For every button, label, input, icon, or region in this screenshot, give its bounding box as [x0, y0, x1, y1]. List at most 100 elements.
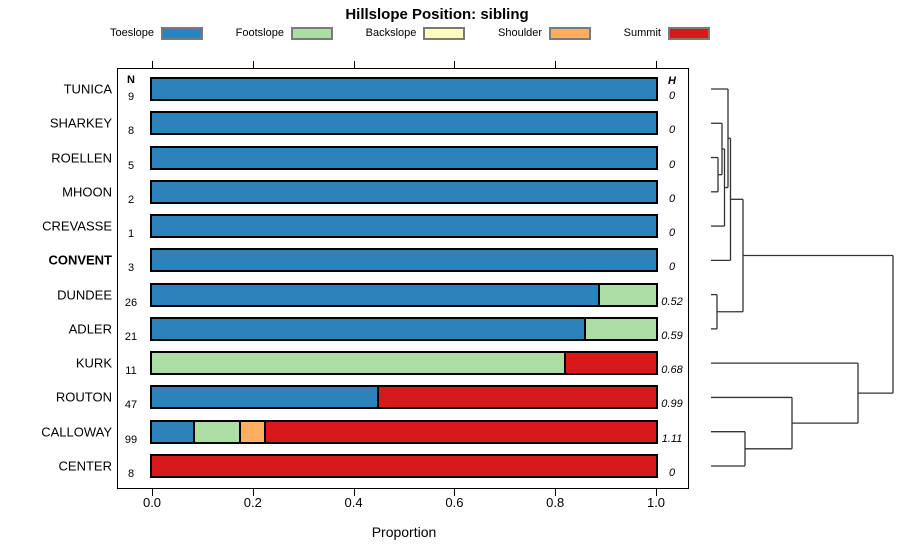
- bar-segment-toeslope: [152, 387, 378, 408]
- x-axis-tick-label: 0.8: [546, 495, 565, 510]
- legend-item-shoulder: Shoulder: [498, 26, 592, 40]
- bar-segment-footslope: [598, 284, 656, 305]
- h-value: 0: [668, 192, 676, 205]
- x-axis-tick-top: [252, 61, 254, 68]
- x-axis-tick-top: [555, 61, 557, 68]
- h-value: 1.11: [661, 432, 683, 445]
- h-value: 0.99: [661, 398, 683, 411]
- legend: Toeslope Footslope Backslope Shoulder Summit: [110, 24, 710, 42]
- bar-sharkey: [150, 111, 658, 136]
- bar-segment-footslope: [152, 353, 565, 374]
- n-value: 5: [127, 159, 135, 172]
- bar-crevasse: [150, 214, 658, 239]
- bar-segment-toeslope: [152, 318, 584, 339]
- x-axis-tick-bottom: [152, 489, 153, 496]
- row-label-tunica: TUNICA: [63, 81, 112, 97]
- x-axis-tick-bottom: [454, 489, 456, 496]
- n-value: 47: [124, 399, 138, 412]
- row-label-convent: CONVENT: [48, 252, 112, 268]
- x-axis-tick-bottom: [353, 489, 355, 496]
- bar-tunica: [150, 77, 658, 101]
- row-label-crevasse: CREVASSE: [42, 218, 112, 234]
- x-axis-tick-bottom: [656, 489, 657, 496]
- row-label-dundee: DUNDEE: [57, 287, 112, 303]
- x-axis-tick-label: 0.4: [344, 495, 363, 510]
- bar-routon: [150, 385, 658, 410]
- h-value: 0: [668, 227, 676, 240]
- x-axis-tick-label: 0.6: [445, 495, 464, 510]
- x-axis-tick-bottom: [252, 489, 254, 496]
- n-value: 8: [127, 125, 135, 138]
- row-label-center: CENTER: [58, 458, 112, 474]
- bar-segment-toeslope: [152, 113, 656, 134]
- row-label-routon: ROUTON: [55, 389, 112, 405]
- n-value: 1: [127, 228, 135, 241]
- legend-item-summit: Summit: [623, 26, 710, 40]
- x-axis-tick-label: 1.0: [646, 495, 666, 510]
- legend-swatch: [549, 26, 592, 40]
- bar-center: [150, 453, 658, 478]
- legend-item-toeslope: Toeslope: [110, 26, 204, 40]
- bar-segment-toeslope: [152, 284, 599, 305]
- legend-swatch: [161, 26, 204, 40]
- bar-dundee: [150, 282, 658, 307]
- x-axis-tick-top: [656, 61, 657, 68]
- bar-convent: [150, 248, 658, 273]
- bar-segment-summit: [377, 387, 656, 408]
- h-value: 0: [668, 466, 676, 479]
- bar-adler: [150, 316, 658, 341]
- x-axis-title: Proportion: [371, 524, 437, 540]
- bar-mhoon: [150, 179, 658, 204]
- bar-segment-toeslope: [152, 147, 656, 168]
- n-value: 9: [127, 91, 135, 103]
- bar-segment-toeslope: [152, 216, 656, 237]
- row-label-adler: ADLER: [68, 321, 112, 337]
- bar-segment-toeslope: [152, 250, 656, 271]
- bar-segment-toeslope: [152, 181, 656, 202]
- row-label-mhoon: MHOON: [62, 184, 112, 200]
- legend-item-footslope: Footslope: [235, 26, 333, 40]
- bar-segment-toeslope: [152, 421, 193, 442]
- n-value: 2: [127, 193, 135, 206]
- legend-label: Summit: [623, 27, 661, 39]
- legend-item-backslope: Backslope: [365, 26, 466, 40]
- legend-label: Backslope: [365, 27, 417, 39]
- h-value: 0: [668, 261, 676, 274]
- bar-segment-toeslope: [152, 79, 656, 99]
- row-label-calloway: CALLOWAY: [41, 424, 112, 440]
- n-column-header: N: [127, 74, 135, 86]
- row-label-roellen: ROELLEN: [51, 150, 112, 166]
- h-column-header: H: [668, 75, 676, 87]
- row-label-kurk: KURK: [75, 355, 112, 371]
- h-value: 0.52: [661, 295, 683, 308]
- x-axis-tick-top: [152, 61, 153, 68]
- row-label-sharkey: SHARKEY: [49, 115, 112, 131]
- h-value: 0: [668, 158, 676, 171]
- h-value: 0: [668, 90, 676, 102]
- n-value: 11: [125, 365, 137, 378]
- bar-segment-summit: [264, 421, 656, 442]
- x-axis-tick-label: 0.2: [243, 495, 262, 510]
- legend-label: Footslope: [235, 27, 284, 39]
- bar-roellen: [150, 145, 658, 170]
- x-axis-tick-top: [454, 61, 456, 68]
- n-value: 21: [124, 330, 138, 343]
- legend-swatch: [290, 26, 333, 40]
- n-value: 99: [124, 433, 138, 446]
- legend-label: Shoulder: [498, 27, 543, 39]
- bar-segment-shoulder: [238, 421, 265, 442]
- x-axis-tick-top: [353, 61, 355, 68]
- bar-segment-summit: [564, 353, 656, 374]
- h-value: 0: [668, 124, 676, 137]
- bar-segment-summit: [152, 455, 656, 476]
- n-value: 8: [127, 467, 135, 480]
- n-value: 3: [127, 262, 135, 275]
- h-value: 0.68: [661, 364, 683, 377]
- x-axis-tick-label: 0.0: [142, 495, 162, 510]
- n-value: 26: [124, 296, 138, 309]
- bar-calloway: [150, 419, 658, 444]
- legend-label: Toeslope: [110, 27, 155, 39]
- x-axis-tick-bottom: [555, 489, 557, 496]
- legend-swatch: [423, 26, 466, 40]
